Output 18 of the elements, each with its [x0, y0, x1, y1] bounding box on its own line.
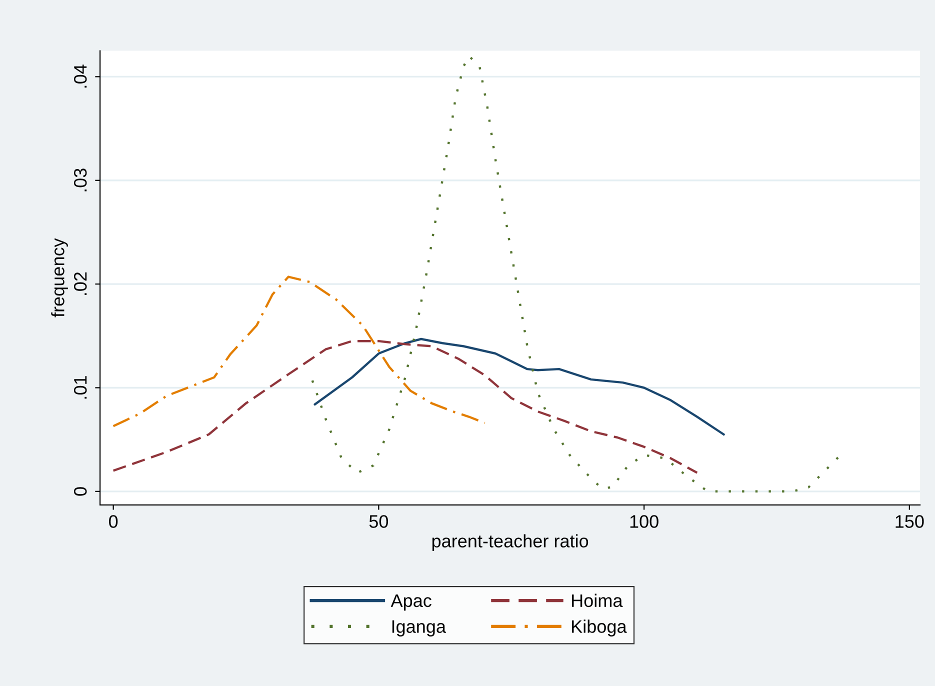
y-axis-title: frequency: [51, 238, 68, 318]
x-axis-title: parent-teacher ratio: [432, 534, 588, 552]
x-tick-label: 50: [369, 515, 388, 528]
legend-label: Kiboga: [572, 620, 627, 636]
legend-label: Iganga: [392, 620, 446, 636]
y-tick-label: .01: [74, 376, 87, 399]
x-tick-label: 0: [109, 515, 118, 528]
legend-label: Hoima: [572, 594, 623, 608]
line-series: [112, 276, 486, 428]
y-tick-label: .03: [74, 168, 87, 192]
line-series: [112, 340, 698, 474]
y-tick-label: .02: [74, 272, 87, 295]
x-tick-label: 150: [896, 515, 924, 528]
legend-label: Apac: [390, 594, 432, 611]
y-tick-label: 0: [74, 487, 87, 496]
line-series: [314, 338, 725, 436]
x-tick-label: 100: [630, 515, 658, 528]
y-tick-label: .04: [74, 64, 87, 88]
